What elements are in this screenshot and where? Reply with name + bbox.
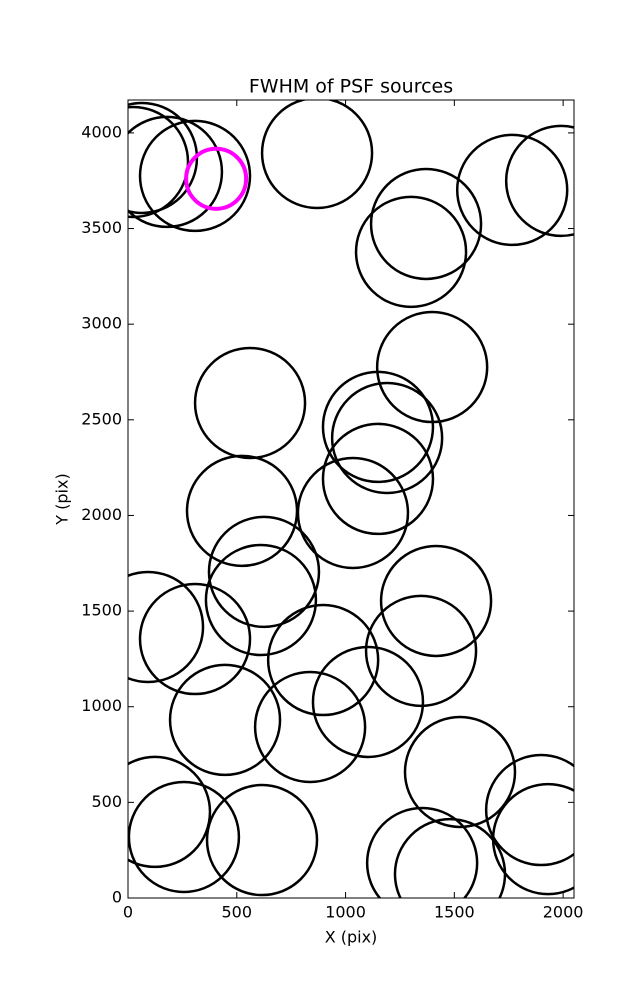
source-marker [354, 195, 468, 309]
source-marker [193, 346, 307, 460]
y-axis-label: Y (pix) [53, 473, 72, 525]
x-tick-label: 500 [222, 903, 253, 922]
source-marker [138, 119, 252, 233]
x-tick-label: 0 [123, 903, 133, 922]
source-marker [393, 817, 507, 898]
y-tick-label: 1500 [81, 601, 122, 620]
source-marker [207, 515, 321, 629]
x-tick-label: 1000 [325, 903, 366, 922]
source-marker [128, 755, 212, 869]
source-marker [128, 570, 205, 684]
source-marker [369, 167, 483, 281]
source-marker [128, 115, 224, 229]
y-tick-label: 0 [112, 888, 122, 907]
source-marker [168, 663, 282, 777]
chart-title: FWHM of PSF sources [249, 76, 453, 98]
source-marker [266, 603, 380, 717]
source-marker [455, 133, 569, 247]
source-marker [128, 105, 190, 219]
x-tick-label: 1500 [434, 903, 475, 922]
axes-frame [127, 99, 575, 899]
y-tick-label: 2000 [81, 505, 122, 524]
x-axis-label: X (pix) [325, 928, 378, 947]
plot-area [128, 100, 574, 898]
source-marker [138, 582, 252, 696]
y-tick-label: 2500 [81, 409, 122, 428]
y-tick-label: 500 [91, 792, 122, 811]
source-marker [403, 715, 517, 829]
source-marker [128, 780, 241, 894]
source-marker [253, 670, 367, 784]
source-marker [321, 422, 435, 536]
source-marker [260, 100, 374, 210]
source-marker [205, 783, 319, 897]
source-marker [364, 594, 478, 708]
x-tick-label: 2000 [543, 903, 584, 922]
source-marker [330, 381, 444, 495]
source-marker [204, 543, 318, 657]
source-marker [379, 544, 493, 658]
source-marker [365, 806, 479, 898]
source-marker [184, 146, 249, 211]
source-marker [484, 753, 574, 867]
y-tick-label: 3500 [81, 218, 122, 237]
y-tick-label: 1000 [81, 696, 122, 715]
source-marker [311, 645, 425, 759]
source-marker [185, 454, 299, 568]
source-marker [321, 370, 435, 484]
y-tick-label: 3000 [81, 314, 122, 333]
y-tick-label: 4000 [81, 122, 122, 141]
source-marker [504, 124, 574, 238]
